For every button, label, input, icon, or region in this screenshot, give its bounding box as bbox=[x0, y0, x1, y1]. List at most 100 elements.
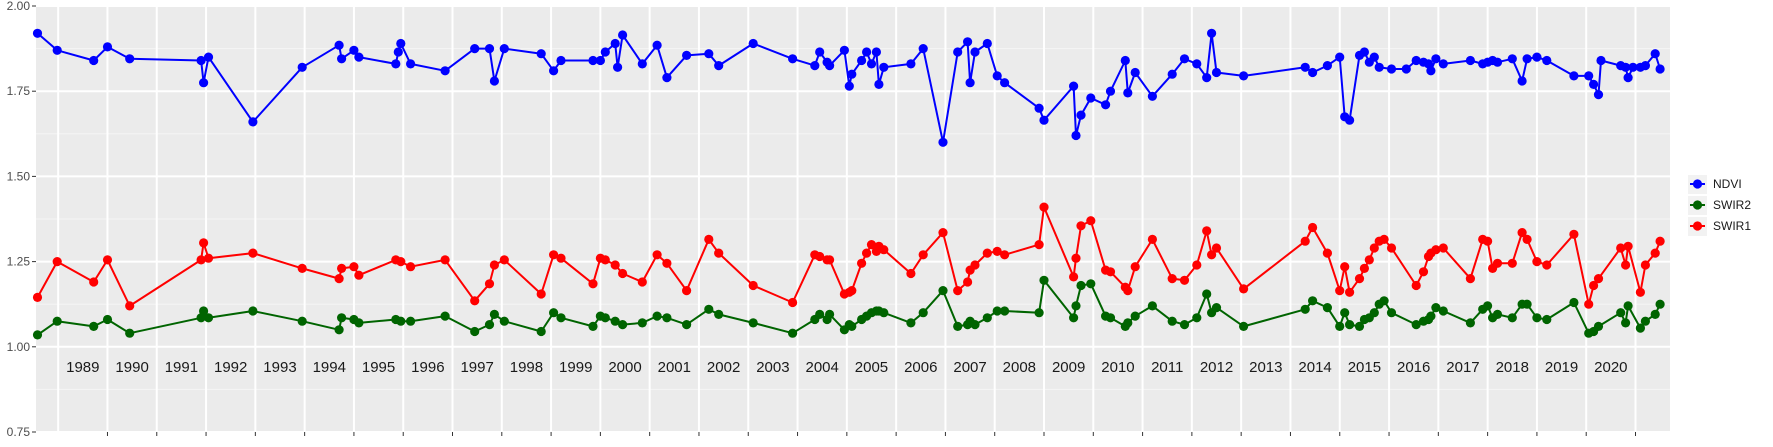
point-swir2 bbox=[1507, 313, 1517, 323]
point-swir1 bbox=[1211, 243, 1222, 253]
point-swir1 bbox=[1386, 243, 1397, 253]
point-swir1 bbox=[1000, 250, 1010, 260]
point-ndvi bbox=[652, 40, 662, 50]
point-swir1 bbox=[982, 248, 992, 258]
point-swir1 bbox=[1359, 263, 1369, 273]
point-swir2 bbox=[499, 316, 509, 326]
point-swir2 bbox=[334, 325, 344, 335]
point-ndvi bbox=[489, 76, 499, 86]
point-swir2 bbox=[1431, 303, 1441, 313]
point-swir1 bbox=[125, 301, 135, 311]
point-swir1 bbox=[1522, 234, 1532, 244]
point-ndvi bbox=[1123, 88, 1133, 98]
legend-label: SWIR1 bbox=[1713, 219, 1751, 233]
point-ndvi bbox=[970, 47, 980, 57]
point-ndvi bbox=[1374, 62, 1384, 72]
point-swir2 bbox=[748, 318, 758, 328]
point-swir2 bbox=[248, 306, 258, 316]
point-ndvi bbox=[1386, 64, 1397, 74]
point-swir1 bbox=[600, 255, 610, 265]
point-ndvi bbox=[354, 52, 364, 62]
grid-minor bbox=[36, 48, 1670, 390]
point-swir2 bbox=[1655, 299, 1665, 309]
point-ndvi bbox=[844, 81, 854, 91]
point-ndvi bbox=[1192, 59, 1202, 69]
point-ndvi bbox=[862, 47, 872, 57]
point-swir1 bbox=[1069, 272, 1079, 282]
point-ndvi bbox=[1431, 54, 1441, 64]
point-swir1 bbox=[1192, 260, 1202, 270]
point-ndvi bbox=[393, 47, 403, 57]
point-swir1 bbox=[470, 296, 480, 306]
point-swir1 bbox=[1202, 226, 1212, 236]
y-tick-label: 1.00 bbox=[7, 340, 31, 354]
point-ndvi bbox=[618, 30, 628, 40]
point-swir2 bbox=[484, 320, 495, 330]
point-swir1 bbox=[652, 250, 662, 260]
point-swir2 bbox=[1438, 306, 1448, 316]
point-swir1 bbox=[1411, 280, 1421, 291]
year-label: 2000 bbox=[608, 359, 641, 376]
y-tick-label: 2.00 bbox=[7, 0, 31, 13]
point-swir2 bbox=[588, 321, 598, 331]
point-swir1 bbox=[1492, 258, 1503, 268]
point-swir1 bbox=[1207, 250, 1217, 260]
point-ndvi bbox=[992, 71, 1002, 81]
y-axis: 0.75 1.00 1.25 1.50 1.75 2.00 bbox=[7, 0, 36, 439]
year-label: 2013 bbox=[1249, 359, 1282, 376]
point-ndvi bbox=[1369, 52, 1379, 62]
point-swir1 bbox=[1616, 243, 1626, 253]
point-swir1 bbox=[556, 253, 566, 263]
point-swir2 bbox=[32, 330, 43, 340]
point-swir1 bbox=[102, 255, 113, 265]
point-swir2 bbox=[337, 313, 347, 323]
point-swir1 bbox=[440, 255, 450, 265]
point-swir1 bbox=[1345, 287, 1355, 297]
year-label: 2008 bbox=[1003, 359, 1036, 376]
point-swir2 bbox=[704, 304, 714, 314]
point-swir2 bbox=[1211, 303, 1222, 313]
year-label: 2001 bbox=[658, 359, 691, 376]
year-label: 1999 bbox=[559, 359, 592, 376]
point-ndvi bbox=[1211, 67, 1222, 78]
point-swir2 bbox=[199, 306, 209, 316]
year-label: 2017 bbox=[1446, 359, 1479, 376]
point-swir2 bbox=[203, 313, 214, 323]
point-swir2 bbox=[1354, 321, 1365, 331]
point-swir2 bbox=[440, 311, 450, 321]
point-swir2 bbox=[489, 309, 499, 319]
point-swir2 bbox=[992, 306, 1002, 316]
year-label: 1990 bbox=[115, 359, 148, 376]
point-swir1 bbox=[1379, 234, 1389, 244]
point-swir1 bbox=[1086, 216, 1096, 226]
point-swir1 bbox=[1354, 274, 1365, 284]
point-swir2 bbox=[600, 313, 610, 323]
point-swir1 bbox=[1239, 284, 1249, 294]
point-ndvi bbox=[714, 61, 724, 71]
year-label: 1996 bbox=[411, 359, 444, 376]
point-ndvi bbox=[1655, 64, 1665, 74]
point-ndvi bbox=[406, 59, 416, 69]
point-ndvi bbox=[1069, 81, 1079, 91]
point-swir2 bbox=[1300, 304, 1310, 314]
point-ndvi bbox=[1130, 67, 1140, 78]
point-swir2 bbox=[1239, 321, 1249, 331]
point-swir1 bbox=[1179, 275, 1190, 285]
year-label: 2019 bbox=[1545, 359, 1578, 376]
point-swir2 bbox=[1034, 308, 1044, 318]
point-swir2 bbox=[1379, 296, 1389, 306]
year-label: 2011 bbox=[1151, 359, 1183, 376]
point-swir2 bbox=[1202, 289, 1212, 299]
point-ndvi bbox=[965, 78, 975, 88]
year-label: 2016 bbox=[1397, 359, 1430, 376]
point-swir2 bbox=[788, 328, 798, 338]
point-swir2 bbox=[1650, 309, 1660, 319]
point-swir2 bbox=[682, 320, 692, 330]
point-swir1 bbox=[1340, 262, 1350, 272]
point-ndvi bbox=[1239, 71, 1249, 81]
point-swir1 bbox=[1438, 243, 1448, 253]
point-swir2 bbox=[1335, 321, 1345, 331]
point-ndvi bbox=[1179, 54, 1190, 64]
point-swir1 bbox=[1369, 243, 1379, 253]
